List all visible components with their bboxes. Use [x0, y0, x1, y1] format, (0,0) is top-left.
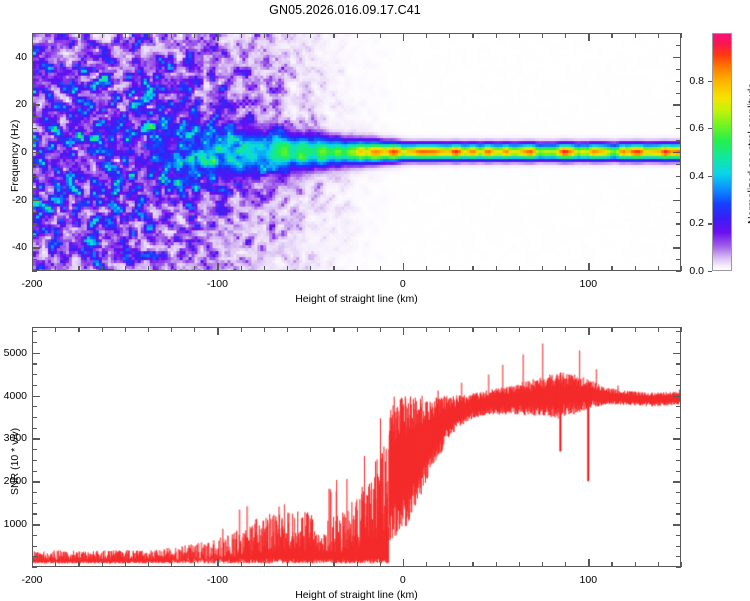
snr-x-tick-label: 0 [399, 574, 406, 586]
spectrogram-plot-area [32, 33, 681, 271]
snr-y-tick-label: 5000 [3, 346, 27, 359]
axis-tick [32, 271, 37, 273]
axis-tick [681, 266, 683, 271]
snr-plot-area [32, 327, 681, 567]
axis-tick [32, 567, 37, 569]
axis-tick [681, 562, 683, 567]
spectrogram-x-tick-label: 0 [399, 278, 406, 290]
snr-x-tick-label: -200 [21, 574, 43, 586]
colorbar-title: Normalized spectral amplitude [746, 82, 750, 224]
spectrogram-y-tick-label: 20 [15, 98, 27, 111]
snr-y-axis-title: SNR (10 * v/v) [9, 427, 21, 495]
axis-tick [708, 271, 712, 273]
axis-tick [676, 567, 681, 569]
spectrogram-x-tick-label: -200 [21, 278, 43, 290]
spectrogram-y-axis-title: Frequency (Hz) [9, 119, 21, 192]
axis-tick [676, 271, 681, 273]
snr-y-tick-label: 4000 [3, 389, 27, 402]
colorbar-tick-label: 0.0 [689, 265, 704, 277]
snr-x-tick-label: -100 [206, 574, 228, 586]
spectrogram-x-axis-title: Height of straight line (km) [295, 293, 418, 305]
snr-y-tick-label: 1000 [3, 518, 27, 531]
snr-trace [33, 328, 680, 566]
colorbar-tick-label: 0.4 [689, 169, 704, 182]
spectrogram-y-tick-label: 40 [15, 50, 27, 63]
colorbar-tick-label: 0.6 [689, 122, 704, 135]
spectrogram-y-tick-label: -20 [11, 193, 27, 206]
colorbar-tick-label: 0.8 [689, 74, 704, 87]
figure-title: GN05.2026.016.09.17.C41 [269, 3, 421, 17]
spectrogram-y-tick-label: -40 [11, 241, 27, 254]
axis-tick [681, 33, 683, 38]
spectrogram-x-tick-label: 100 [579, 278, 598, 290]
spectrogram-x-tick-label: -100 [206, 278, 228, 290]
axis-tick [681, 327, 683, 332]
spectrogram-image [33, 34, 680, 270]
colorbar-gradient [712, 33, 732, 271]
snr-x-axis-title: Height of straight line (km) [295, 589, 418, 601]
snr-x-tick-label: 100 [579, 574, 598, 586]
colorbar-tick-label: 0.2 [689, 217, 704, 230]
